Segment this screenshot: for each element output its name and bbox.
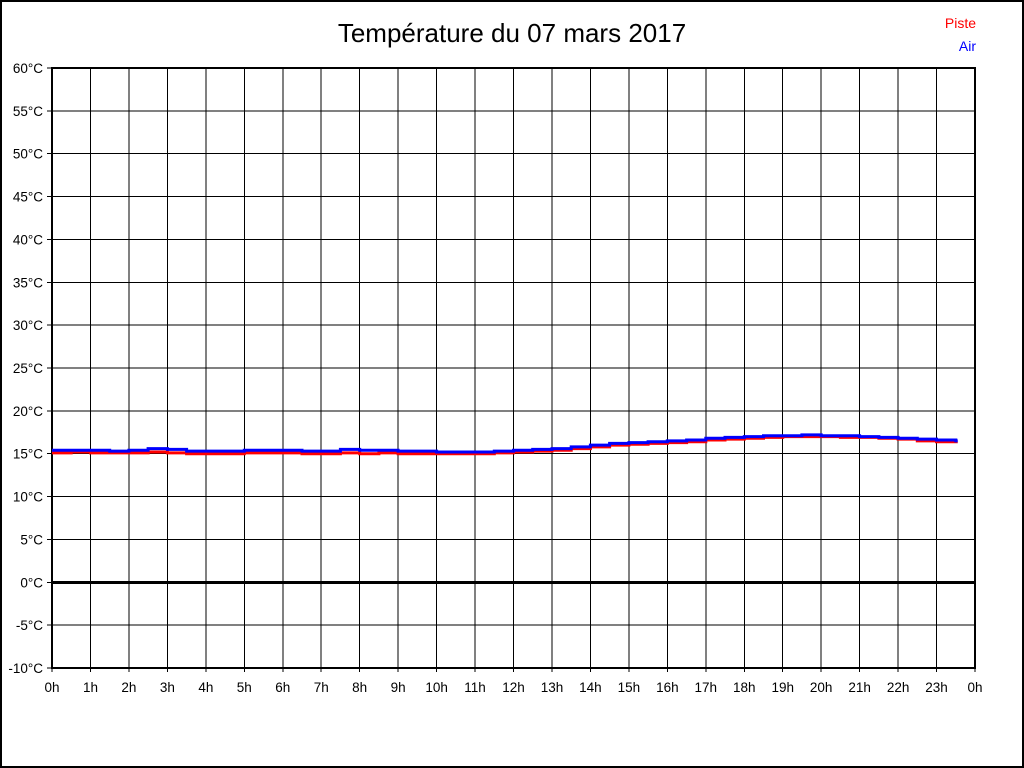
y-axis-label: -5°C — [16, 618, 43, 633]
chart-legend: Piste Air — [945, 12, 976, 58]
x-axis-label: 0h — [967, 680, 982, 695]
x-axis-label: 14h — [579, 680, 602, 695]
x-axis-label: 11h — [464, 680, 486, 695]
y-axis-label: 10°C — [13, 490, 43, 505]
series-line-piste — [52, 435, 958, 456]
x-axis-label: 15h — [618, 680, 641, 695]
x-axis-label: 6h — [275, 680, 290, 695]
x-axis-label: 2h — [121, 680, 136, 695]
y-axis-label: 20°C — [13, 404, 43, 419]
y-axis-label: 45°C — [13, 190, 43, 205]
x-axis-label: 9h — [391, 680, 406, 695]
x-axis-label: 5h — [237, 680, 252, 695]
plot-frame — [51, 67, 976, 669]
series-line-air — [52, 433, 958, 454]
x-axis-label: 13h — [541, 680, 564, 695]
x-axis-label: 4h — [198, 680, 213, 695]
x-axis-label: 12h — [502, 680, 525, 695]
x-axis-label: 1h — [83, 680, 98, 695]
y-axis-label: 5°C — [20, 532, 43, 547]
x-axis-label: 16h — [656, 680, 679, 695]
x-axis-label: 23h — [925, 680, 948, 695]
y-axis-label: 0°C — [20, 575, 43, 590]
x-axis-label: 3h — [160, 680, 175, 695]
x-axis-label: 7h — [314, 680, 329, 695]
y-axis-label: 55°C — [13, 104, 43, 119]
y-axis-label: 15°C — [13, 447, 43, 462]
x-axis-label: 21h — [848, 680, 871, 695]
x-axis-label: 17h — [695, 680, 718, 695]
x-axis-label: 22h — [887, 680, 910, 695]
x-axis-label: 19h — [771, 680, 794, 695]
y-axis-label: 35°C — [13, 275, 43, 290]
y-axis-label: 25°C — [13, 361, 43, 376]
x-axis-label: 20h — [810, 680, 833, 695]
y-axis-label: 30°C — [13, 318, 43, 333]
y-axis-label: -10°C — [8, 661, 43, 676]
x-axis-label: 18h — [733, 680, 756, 695]
x-axis-label: 8h — [352, 680, 367, 695]
y-axis-label: 50°C — [13, 147, 43, 162]
legend-item-piste: Piste — [944, 15, 976, 31]
x-axis-label: 10h — [425, 680, 448, 695]
legend-item-air: Air — [958, 38, 976, 54]
x-axis-label: 0h — [44, 680, 59, 695]
y-axis-label: 40°C — [13, 232, 43, 247]
y-axis-label: 60°C — [13, 61, 43, 76]
chart-title: Température du 07 mars 2017 — [337, 18, 687, 48]
